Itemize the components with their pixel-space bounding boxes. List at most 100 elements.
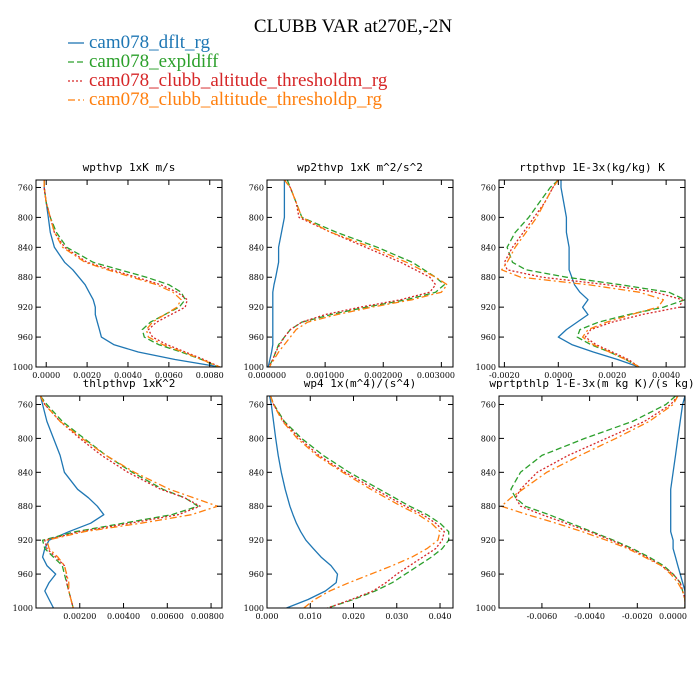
panel-6-xtick-label: 0.0000 <box>659 612 687 621</box>
panel-1-xtick-label: 0.0040 <box>114 371 142 380</box>
panel-1-ytick-label: 880 <box>18 273 33 282</box>
panel-4-xtick-label: 0.00600 <box>151 612 184 621</box>
panel-4-xtick-label: 0.00800 <box>191 612 224 621</box>
panel-3-series <box>501 180 685 367</box>
panel-1-line-4 <box>43 180 221 367</box>
panel-2-xtick-label: 0.003000 <box>417 371 455 380</box>
panel-3-xtick-label: 0.0040 <box>652 371 680 380</box>
figure-title: CLUBB VAR at270E,-2N <box>254 16 453 37</box>
panel-4-ytick-label: 840 <box>18 468 33 477</box>
panel-3-ytick-label: 760 <box>481 183 496 192</box>
panel-2-frame <box>266 179 454 368</box>
panel-5-ytick-label: 920 <box>249 536 264 545</box>
panel-4-line-4 <box>39 396 219 608</box>
panel-5-frame <box>266 395 454 609</box>
panel-3-line-4 <box>501 180 665 367</box>
panel-2-xtick-label: 0.002000 <box>364 371 402 380</box>
panel-1-ytick-label: 1000 <box>13 363 33 372</box>
panel-6-ytick-label: 920 <box>481 536 496 545</box>
panel-6-ytick-label: 800 <box>481 434 496 443</box>
panel-4-frame <box>35 395 223 609</box>
panel-4-ytick-label: 760 <box>18 400 33 409</box>
panel-1-line-3 <box>43 180 221 367</box>
panel-5-xtick-label: 0.030 <box>385 612 408 621</box>
panel-2-ytick-label: 1000 <box>244 363 264 372</box>
panel-4-ytick-label: 920 <box>18 536 33 545</box>
panel-3-ytick-label: 1000 <box>476 363 496 372</box>
legend-label-3: cam078_clubb_altitude_thresholdm_rg <box>89 70 388 91</box>
legend: cam078_dflt_rgcam078_expldiffcam078_club… <box>68 32 388 110</box>
panel-4-line-1 <box>39 396 105 608</box>
panel-6-xtick-label: -0.0060 <box>527 612 558 621</box>
panel-2-xtick-label: 0.000000 <box>248 371 286 380</box>
panel-6-ytick-label: 1000 <box>476 604 496 613</box>
panel-1-xtick-label: 0.0060 <box>155 371 183 380</box>
panel-1-line-2 <box>43 180 219 367</box>
panel-6-title: wprtpthlp 1-E-3x(m kg K)/(s kg) <box>489 377 694 390</box>
panel-3: rtpthvp 1E-3x(kg/kg) K 760 800 840 880 920 960… <box>476 161 686 380</box>
panel-3-line-3 <box>503 180 683 367</box>
panel-2-ytick-label: 880 <box>249 273 264 282</box>
panel-1-title: wpthvp 1xK m/s <box>83 161 176 174</box>
panel-6-line-4 <box>500 396 685 608</box>
panel-1-line-1 <box>43 180 221 367</box>
panel-4: thlpthvp 1xK^2 760 800 840 880 920 960 1000 0.00… <box>13 377 224 621</box>
panel-3-ytick-label: 960 <box>481 333 496 342</box>
panel-3-ytick-label: 840 <box>481 243 496 252</box>
panel-2-ytick-label: 960 <box>249 333 264 342</box>
panel-1-ytick-label: 840 <box>18 243 33 252</box>
panel-6-ytick-label: 840 <box>481 468 496 477</box>
panel-5-line-1 <box>268 396 339 608</box>
panel-6-line-3 <box>515 396 685 608</box>
panel-2-series <box>267 180 448 367</box>
panel-6-series <box>500 396 685 608</box>
panel-2: wp2thvp 1xK m^2/s^2 760 800 840 880 920 960 100… <box>244 161 455 380</box>
panel-2-ytick-label: 840 <box>249 243 264 252</box>
panel-5-xtick-label: 0.020 <box>342 612 365 621</box>
panel-2-ytick-label: 920 <box>249 303 264 312</box>
panel-1-ytick-label: 960 <box>18 333 33 342</box>
panel-6-ytick-label: 880 <box>481 502 496 511</box>
panel-5: wp4 1x(m^4)/(s^4)76080084088092096010000… <box>244 377 454 621</box>
panel-3-ytick-label: 800 <box>481 213 496 222</box>
panel-3-ytick-label: 920 <box>481 303 496 312</box>
panel-5-title: wp4 1x(m^4)/(s^4) <box>304 377 417 390</box>
panel-1-frame <box>35 179 223 368</box>
panel-3-frame <box>498 179 686 368</box>
panel-6-ytick-label: 960 <box>481 570 496 579</box>
panel-5-line-4 <box>269 396 441 608</box>
panel-1-ytick-label: 920 <box>18 303 33 312</box>
legend-label-1: cam078_dflt_rg <box>89 32 211 53</box>
panel-4-series <box>39 396 219 608</box>
panel-6-ytick-label: 760 <box>481 400 496 409</box>
panel-4-ytick-label: 1000 <box>13 604 33 613</box>
panel-1-ytick-label: 760 <box>18 183 33 192</box>
panel-3-xtick-label: 0.0020 <box>598 371 626 380</box>
panel-6: wprtpthlp 1-E-3x(m kg K)/(s kg) 760 800 840… <box>476 377 695 621</box>
panel-2-line-1 <box>267 180 286 367</box>
panels-grid: wpthvp 1xK m/s76080084088092096010000.00… <box>13 161 695 621</box>
panel-5-series <box>268 396 450 608</box>
panel-3-xtick-label: 0.0000 <box>544 371 572 380</box>
panel-5-ytick-label: 840 <box>249 468 264 477</box>
panel-5-ytick-label: 1000 <box>244 604 264 613</box>
panel-5-ytick-label: 960 <box>249 570 264 579</box>
panel-3-ytick-label: 880 <box>481 273 496 282</box>
panel-2-line-3 <box>268 180 437 367</box>
panel-1-ytick-label: 800 <box>18 213 33 222</box>
legend-label-4: cam078_clubb_altitude_thresholdp_rg <box>89 89 383 110</box>
panel-4-xtick-label: 0.00200 <box>63 612 96 621</box>
panel-4-line-2 <box>39 396 199 608</box>
panel-3-line-1 <box>557 180 640 367</box>
panel-5-xtick-label: 0.010 <box>299 612 322 621</box>
panel-2-ytick-label: 760 <box>249 183 264 192</box>
panel-4-ytick-label: 800 <box>18 434 33 443</box>
panel-1-xtick-label: 0.0020 <box>73 371 101 380</box>
panel-1: wpthvp 1xK m/s 760 800 840 880 920 960 1000 0.00… <box>13 161 224 380</box>
legend-label-2: cam078_expldiff <box>89 51 219 72</box>
panel-2-ytick-label: 800 <box>249 213 264 222</box>
panel-4-ytick-label: 960 <box>18 570 33 579</box>
panel-4-line-3 <box>39 396 201 608</box>
panel-6-xtick-label: -0.0020 <box>622 612 653 621</box>
